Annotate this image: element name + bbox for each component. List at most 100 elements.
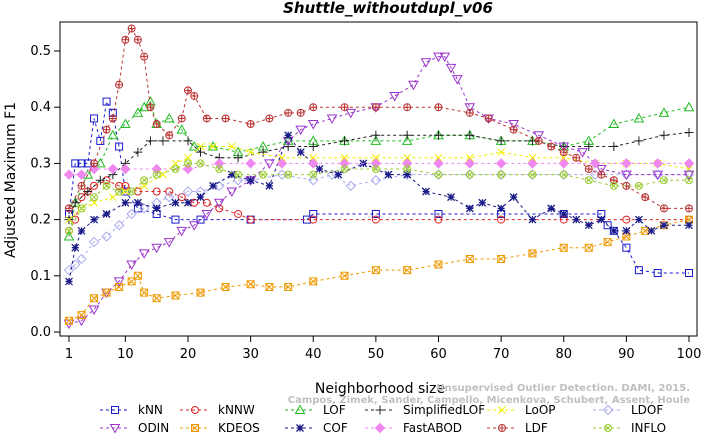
legend-item-fastabod: FastABOD bbox=[365, 421, 462, 434]
data-point bbox=[215, 204, 224, 213]
data-point bbox=[265, 283, 274, 292]
data-point bbox=[183, 86, 192, 95]
data-point bbox=[496, 136, 506, 146]
legend-label: LDF bbox=[525, 421, 548, 434]
data-point bbox=[608, 118, 620, 129]
data-point bbox=[94, 157, 106, 168]
data-point bbox=[403, 153, 412, 162]
data-point bbox=[196, 142, 205, 151]
chart-title: Shuttle_withoutdupl_v06 bbox=[283, 0, 493, 17]
data-point bbox=[403, 103, 412, 112]
data-point bbox=[63, 264, 75, 276]
data-point bbox=[90, 159, 99, 168]
data-point bbox=[90, 193, 99, 202]
legend-label: COF bbox=[323, 421, 348, 434]
data-point bbox=[597, 215, 606, 224]
data-point bbox=[559, 210, 568, 218]
data-point bbox=[384, 170, 393, 179]
data-point bbox=[684, 127, 694, 137]
x-axis-label: Neighborhood size bbox=[315, 381, 445, 397]
data-point bbox=[340, 103, 349, 112]
data-point bbox=[120, 118, 131, 129]
data-point bbox=[558, 158, 569, 169]
data-point bbox=[528, 153, 537, 162]
data-point bbox=[371, 103, 380, 112]
data-point bbox=[659, 176, 668, 185]
data-point bbox=[534, 136, 543, 145]
data-point bbox=[602, 404, 614, 416]
data-point bbox=[196, 288, 205, 297]
data-point bbox=[188, 141, 200, 151]
data-point bbox=[140, 288, 149, 297]
data-point bbox=[584, 176, 593, 185]
data-point bbox=[309, 215, 318, 224]
data-point bbox=[497, 204, 506, 213]
data-point bbox=[63, 169, 75, 180]
data-point bbox=[163, 191, 175, 203]
data-point bbox=[111, 406, 119, 414]
data-point bbox=[283, 142, 293, 152]
series-odin bbox=[63, 52, 695, 330]
data-point bbox=[572, 153, 581, 162]
data-point bbox=[152, 294, 161, 303]
data-point bbox=[370, 175, 382, 186]
data-point bbox=[420, 58, 432, 68]
data-point bbox=[102, 125, 111, 134]
data-point bbox=[509, 125, 518, 134]
data-point bbox=[434, 215, 443, 224]
data-point bbox=[209, 181, 217, 190]
data-point bbox=[309, 170, 318, 179]
x-tick-label: 70 bbox=[493, 347, 510, 362]
data-point bbox=[533, 131, 545, 141]
data-point bbox=[65, 277, 73, 286]
data-point bbox=[647, 226, 656, 235]
series-line bbox=[68, 27, 689, 209]
data-point bbox=[439, 52, 451, 63]
series-line bbox=[68, 56, 689, 325]
x-tick-label: 10 bbox=[117, 347, 134, 362]
data-point bbox=[145, 136, 155, 146]
data-point bbox=[434, 260, 443, 269]
data-point bbox=[276, 158, 288, 169]
data-point bbox=[497, 170, 506, 179]
legend-label: ODIN bbox=[138, 421, 169, 434]
data-point bbox=[284, 108, 293, 117]
data-point bbox=[77, 204, 86, 213]
data-point bbox=[77, 226, 86, 235]
data-point bbox=[403, 170, 412, 179]
x-tick-label: 80 bbox=[555, 347, 572, 362]
data-point bbox=[140, 52, 149, 61]
series-kdeos bbox=[65, 215, 693, 325]
x-tick-label: 30 bbox=[242, 347, 259, 362]
data-point bbox=[295, 125, 307, 136]
x-tick-label: 1 bbox=[65, 347, 73, 362]
data-point bbox=[296, 108, 305, 117]
data-point bbox=[403, 165, 412, 174]
data-point bbox=[127, 187, 136, 196]
data-point bbox=[146, 103, 155, 112]
data-point bbox=[259, 170, 268, 179]
data-point bbox=[371, 130, 381, 140]
data-point bbox=[296, 148, 305, 157]
data-point bbox=[434, 170, 443, 179]
data-point bbox=[221, 283, 230, 292]
data-point bbox=[284, 170, 293, 179]
data-point bbox=[634, 136, 644, 146]
data-point bbox=[127, 24, 136, 33]
data-point bbox=[159, 170, 167, 179]
data-point bbox=[101, 231, 112, 242]
data-point bbox=[121, 181, 130, 190]
data-point bbox=[584, 142, 594, 152]
data-point bbox=[547, 142, 556, 151]
data-point bbox=[308, 158, 319, 169]
data-point bbox=[484, 114, 493, 123]
data-point bbox=[609, 181, 618, 190]
data-point bbox=[176, 226, 188, 237]
data-point bbox=[509, 193, 518, 202]
legend-item-loop: LoOP bbox=[487, 403, 556, 417]
data-point bbox=[133, 271, 142, 280]
watermark-line-2: Campos, Zimek, Sander, Campello, Micenko… bbox=[288, 395, 690, 406]
data-point bbox=[498, 424, 507, 432]
data-point bbox=[102, 210, 111, 218]
